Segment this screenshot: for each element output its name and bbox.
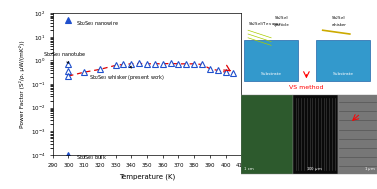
Y-axis label: Power Factor (S²/ρ, μW/(mK²)): Power Factor (S²/ρ, μW/(mK²)) [19,40,25,128]
Text: whisker: whisker [331,23,346,27]
Text: 1 $\mu$m: 1 $\mu$m [364,165,375,173]
Text: Sb$_2$Se$_3$: Sb$_2$Se$_3$ [331,14,346,22]
Text: Sb$_2$Se$_3$ bulk: Sb$_2$Se$_3$ bulk [77,153,107,162]
Text: Sb$_2$Se$_3$/Te vapor: Sb$_2$Se$_3$/Te vapor [248,20,282,28]
FancyBboxPatch shape [241,94,293,174]
FancyBboxPatch shape [293,94,338,174]
Text: 100 $\mu$m: 100 $\mu$m [306,165,323,173]
FancyBboxPatch shape [244,40,298,81]
FancyBboxPatch shape [316,40,370,81]
Text: Sb$_2$Se$_3$ nanotube: Sb$_2$Se$_3$ nanotube [43,50,87,63]
Text: Sb$_2$Se$_3$: Sb$_2$Se$_3$ [274,14,290,22]
Text: Substrate: Substrate [333,72,354,76]
Text: Sb$_2$Se$_3$ whisker (present work): Sb$_2$Se$_3$ whisker (present work) [89,66,165,82]
FancyBboxPatch shape [338,94,377,174]
Text: VS method: VS method [289,85,324,90]
Text: Substrate: Substrate [261,72,282,76]
Text: particle: particle [274,23,290,27]
Text: Sb$_2$Se$_3$ nanowire: Sb$_2$Se$_3$ nanowire [77,20,119,29]
Text: 1 cm: 1 cm [244,167,254,171]
X-axis label: Temperature (K): Temperature (K) [119,173,175,180]
